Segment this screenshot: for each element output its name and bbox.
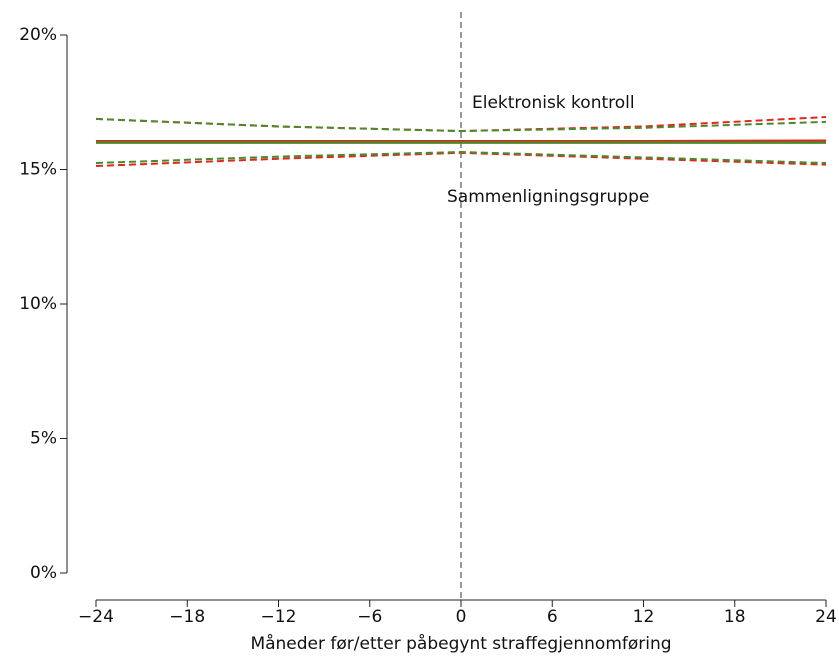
y-tick-label: 0% [30, 563, 57, 583]
y-tick-label: 15% [19, 160, 57, 180]
x-tick-label: −6 [357, 607, 382, 627]
x-tick-label: −18 [169, 607, 205, 627]
y-tick-label: 5% [30, 429, 57, 449]
series-label: Sammenligningsgruppe [447, 187, 649, 207]
ci-lower-line [95, 151, 827, 165]
x-tick-label: 24 [815, 607, 837, 627]
x-tick-label: 0 [456, 607, 467, 627]
x-tick-label: 18 [724, 607, 746, 627]
series-line [96, 139, 827, 143]
y-tick-label: 20% [19, 25, 57, 45]
y-tick-label: 10% [19, 294, 57, 314]
x-tick-label: −24 [78, 607, 114, 627]
ci-upper-line [95, 117, 827, 133]
x-tick-label: 12 [633, 607, 655, 627]
x-tick-label: 6 [547, 607, 558, 627]
series-label: Elektronisk kontroll [472, 93, 635, 113]
x-tick-label: −12 [261, 607, 297, 627]
x-axis-label: Måneder før/etter påbegynt straffegjenno… [250, 633, 671, 654]
